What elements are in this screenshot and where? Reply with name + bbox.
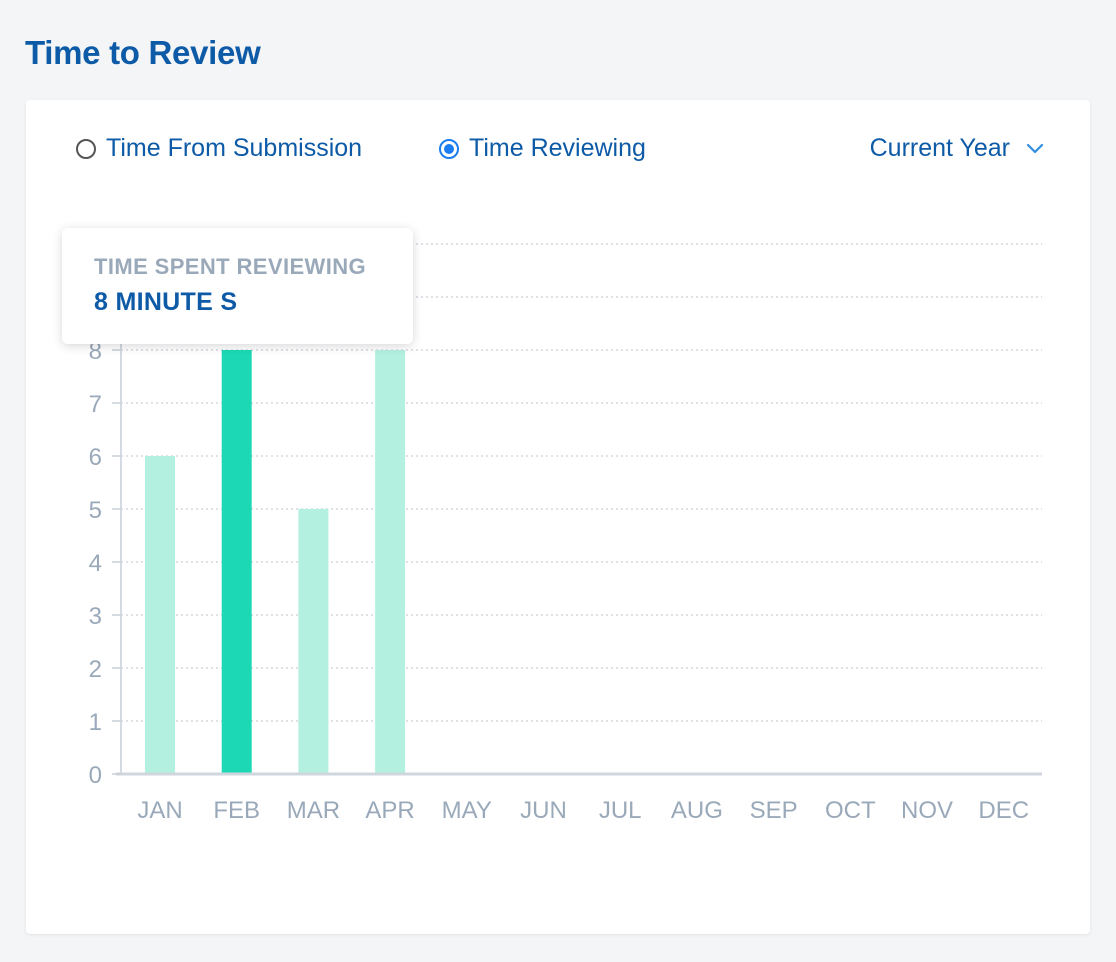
page-title: Time to Review — [25, 34, 261, 71]
radio-time-reviewing[interactable]: Time Reviewing — [439, 134, 646, 163]
x-tick-label-jun: JUN — [520, 797, 567, 824]
period-select[interactable]: Current Year — [870, 134, 1044, 163]
radio-checked-icon[interactable] — [439, 138, 459, 159]
y-tick-label: 2 — [89, 656, 102, 683]
x-tick-label-may: MAY — [442, 797, 492, 824]
x-tick-label-oct: OCT — [825, 797, 876, 824]
gridlines — [121, 243, 1042, 722]
bar-apr[interactable] — [375, 350, 406, 774]
x-tick-label-apr: APR — [365, 797, 414, 824]
period-select-value: Current Year — [869, 134, 1010, 162]
radio-label-time-reviewing: Time Reviewing — [469, 134, 646, 162]
y-tick-label: 1 — [89, 709, 102, 736]
y-tick-label: 3 — [89, 603, 102, 630]
x-tick-label-feb: FEB — [213, 797, 260, 824]
y-tick-label: 4 — [89, 550, 102, 577]
x-tick-label-sep: SEP — [750, 797, 798, 824]
y-tick-label: 7 — [89, 391, 102, 418]
bar-mar[interactable] — [298, 509, 329, 774]
y-tick-label: 6 — [89, 444, 102, 471]
x-tick-label-aug: AUG — [671, 797, 723, 824]
x-tick-label-jul: JUL — [599, 797, 642, 824]
tooltip-value: 8 MINUTE S — [94, 288, 238, 316]
y-tick-labels: 0 1 2 3 4 5 6 7 8 — [89, 338, 121, 789]
y-tick-label: 0 — [89, 762, 102, 789]
chart-tooltip: TIME SPENT REVIEWING 8 MINUTE S — [62, 228, 413, 344]
x-tick-label-jan: JAN — [137, 797, 182, 824]
radio-time-from-submission[interactable]: Time From Submission — [76, 134, 362, 163]
bar-jan[interactable] — [145, 456, 175, 774]
bar-feb[interactable] — [221, 350, 252, 774]
chevron-down-icon[interactable] — [1026, 143, 1044, 155]
bars — [145, 350, 406, 774]
chart-card: 0 1 2 3 4 5 6 7 8 JAN FEB MAR APR MAY JUN JUL AUG SEP OCT… — [26, 100, 1090, 934]
x-tick-labels: JAN FEB MAR APR MAY JUN JUL AUG SEP OCT NOV DEC — [137, 797, 1029, 824]
y-tick-label: 5 — [89, 497, 102, 524]
y-tick-label: 8 — [89, 338, 102, 365]
bar-chart: 0 1 2 3 4 5 6 7 8 JAN FEB MAR APR MAY JUN JUL AUG SEP OCT… — [89, 240, 1042, 824]
tooltip-title: TIME SPENT REVIEWING — [94, 254, 367, 279]
radio-label-time-from-submission: Time From Submission — [106, 134, 363, 162]
radio-unchecked-icon[interactable] — [76, 138, 96, 159]
x-tick-label-nov: NOV — [901, 797, 953, 824]
x-tick-label-mar: MAR — [287, 797, 340, 824]
x-tick-label-dec: DEC — [978, 797, 1029, 824]
